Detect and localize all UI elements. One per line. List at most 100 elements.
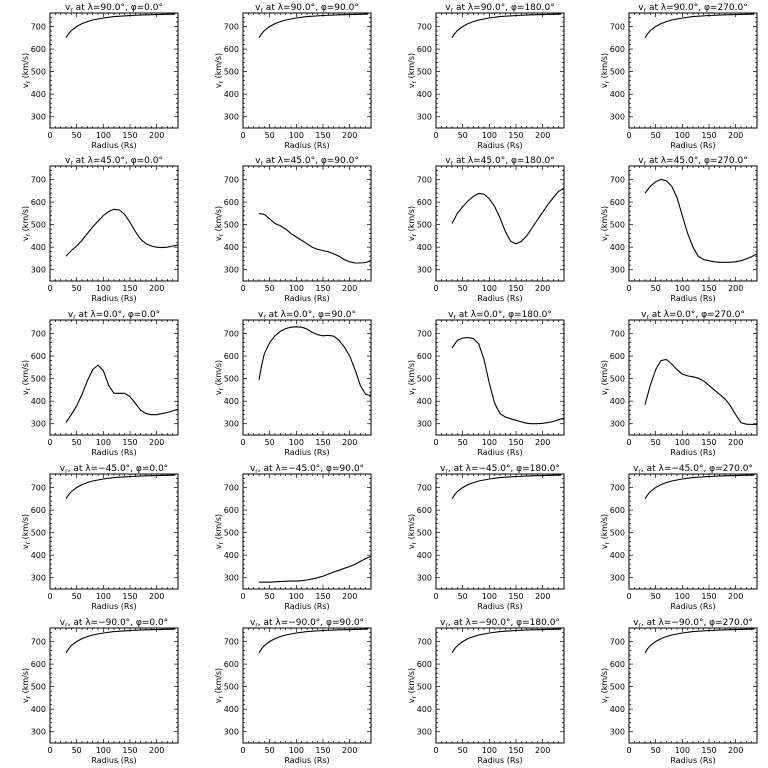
y-tick-label: 700: [31, 638, 46, 647]
series-line: [451, 474, 562, 500]
plot-title: vr at λ=0.0°, φ=270.0°: [641, 310, 745, 321]
x-tick-label: 50: [72, 438, 82, 447]
y-tick-label: 600: [224, 198, 239, 207]
y-axis-label: vr (km/s): [600, 360, 611, 395]
y-tick-label: 500: [417, 529, 432, 538]
y-tick-label: 700: [417, 330, 432, 339]
y-tick-label: 700: [417, 638, 432, 647]
series-line: [258, 13, 369, 39]
x-tick-label: 100: [96, 592, 111, 601]
plot-title: vr, at λ=−90.0°, φ=180.0°: [440, 618, 560, 629]
x-tick-label: 50: [265, 284, 275, 293]
plot-frame: [435, 165, 565, 282]
plot-frame: [628, 12, 758, 129]
subplot: 0 50 100 150 200 300 400 500 600 700 vr, at λ=−90.…: [21, 618, 179, 765]
x-tick-label: 50: [265, 438, 275, 447]
y-tick-label: 500: [224, 221, 239, 230]
y-axis-label: vr (km/s): [21, 668, 32, 703]
y-tick-label: 700: [224, 23, 239, 32]
x-tick-label: 100: [289, 438, 304, 447]
x-tick-label: 100: [675, 438, 690, 447]
series-line: [644, 474, 755, 500]
plot-title: vr, at λ=−90.0°, φ=0.0°: [60, 618, 168, 629]
x-tick-label: 50: [458, 284, 468, 293]
x-axis-label: Radius (Rs): [670, 756, 715, 765]
x-tick-label: 200: [149, 131, 164, 140]
y-tick-label: 500: [224, 529, 239, 538]
y-axis-label: vr (km/s): [600, 53, 611, 88]
x-tick-label: 150: [508, 746, 523, 755]
y-tick-label: 400: [224, 705, 239, 714]
series-line: [65, 628, 176, 654]
y-tick-label: 400: [417, 243, 432, 252]
x-tick-label: 100: [289, 592, 304, 601]
y-axis-label: vr (km/s): [600, 206, 611, 241]
subplot: 0 50 100 150 200 300 400 500 600 700 vr at λ=45.0°…: [21, 156, 179, 303]
plot-frame: [49, 12, 179, 129]
y-axis-label: vr (km/s): [21, 514, 32, 549]
y-tick-label: 600: [610, 352, 625, 361]
subplot: 0 50 100 150 200 300 400 500 600 700 vr at λ=45.0°…: [214, 156, 372, 303]
x-tick-label: 0: [240, 131, 245, 140]
plot-title: vr, at λ=−90.0°, φ=90.0°: [250, 618, 364, 629]
series-line: [644, 628, 755, 654]
x-tick-label: 150: [122, 131, 137, 140]
y-tick-label: 300: [610, 266, 625, 275]
y-tick-label: 700: [417, 484, 432, 493]
series-line: [451, 188, 565, 245]
plot-frame: [435, 319, 565, 436]
subplot: 0 50 100 150 200 300 400 500 600 700 vr at λ=45.0°…: [407, 156, 565, 303]
x-tick-label: 0: [626, 746, 631, 755]
x-tick-label: 50: [265, 131, 275, 140]
plot-frame: [435, 473, 565, 590]
subplot: 0 50 100 150 200 300 400 500 600 700 vr at λ=0.0°,…: [407, 310, 565, 457]
plot-frame: [242, 627, 372, 744]
y-tick-label: 700: [224, 176, 239, 185]
plot-title: vr at λ=0.0°, φ=180.0°: [448, 310, 552, 321]
y-tick-label: 300: [224, 420, 239, 429]
y-tick-label: 700: [610, 23, 625, 32]
plot-frame: [49, 165, 179, 282]
y-tick-label: 600: [31, 45, 46, 54]
plot-title: vr at λ=90.0°, φ=270.0°: [638, 3, 747, 14]
y-tick-label: 300: [31, 728, 46, 737]
x-tick-label: 150: [701, 131, 716, 140]
plot-frame: [242, 319, 372, 436]
x-tick-label: 100: [96, 746, 111, 755]
x-tick-label: 50: [651, 746, 661, 755]
x-tick-label: 0: [626, 284, 631, 293]
subplot: 0 50 100 150 200 300 400 500 600 700 vr at λ=90.0°…: [407, 3, 565, 150]
x-axis-label: Radius (Rs): [477, 141, 522, 150]
x-tick-label: 200: [728, 746, 743, 755]
plot-title: vr at λ=45.0°, φ=0.0°: [65, 156, 163, 167]
x-axis-label: Radius (Rs): [284, 602, 329, 611]
x-tick-label: 50: [651, 284, 661, 293]
plot-frame: [242, 473, 372, 590]
subplot: 0 50 100 150 200 300 400 500 600 700 vr, at λ=−45.…: [407, 464, 565, 611]
plot-title: vr, at λ=−45.0°, φ=90.0°: [250, 464, 364, 475]
y-tick-label: 700: [224, 330, 239, 339]
x-tick-label: 0: [433, 592, 438, 601]
plot-title: vr, at λ=−45.0°, φ=270.0°: [633, 464, 753, 475]
y-tick-label: 400: [224, 90, 239, 99]
y-tick-label: 600: [417, 660, 432, 669]
x-tick-label: 50: [458, 438, 468, 447]
y-axis-label: vr (km/s): [214, 514, 225, 549]
y-tick-label: 300: [417, 728, 432, 737]
y-tick-label: 700: [417, 176, 432, 185]
plot-frame: [49, 627, 179, 744]
y-tick-label: 500: [31, 375, 46, 384]
x-tick-label: 0: [47, 592, 52, 601]
y-tick-label: 500: [31, 683, 46, 692]
plot-frame: [628, 165, 758, 282]
x-axis-label: Radius (Rs): [477, 294, 522, 303]
x-tick-label: 50: [458, 592, 468, 601]
series-line: [65, 364, 179, 423]
x-tick-label: 200: [149, 284, 164, 293]
x-tick-label: 0: [626, 438, 631, 447]
x-tick-label: 200: [535, 131, 550, 140]
y-tick-label: 600: [31, 506, 46, 515]
plot-title: vr at λ=90.0°, φ=0.0°: [65, 3, 163, 14]
y-axis-label: vr (km/s): [600, 668, 611, 703]
y-tick-label: 700: [610, 330, 625, 339]
